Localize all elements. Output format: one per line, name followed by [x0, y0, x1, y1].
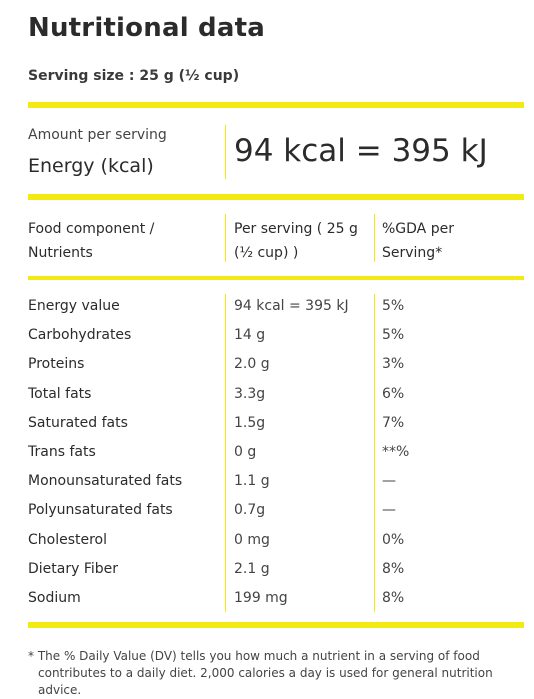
header-text: Serving* [382, 245, 443, 261]
nutrient-gda: 3% [382, 356, 405, 372]
divider-bar [28, 194, 524, 200]
table-row: Sodium 199 mg 8% [28, 584, 524, 613]
table-row: Polyunsaturated fats 0.7g — [28, 496, 524, 525]
header-text: Per serving ( 25 g [234, 221, 358, 237]
energy-value: 94 kcal = 395 kJ [234, 133, 488, 169]
nutrient-gda: 5% [382, 298, 405, 314]
nutrient-value: 2.0 g [234, 356, 270, 372]
nutrient-value: 0 g [234, 444, 257, 460]
table-row: Monounsaturated fats 1.1 g — [28, 467, 524, 496]
column-divider [225, 214, 226, 262]
nutrient-value: 14 g [234, 327, 266, 343]
page-title: Nutritional data [28, 13, 265, 43]
nutrient-gda: 6% [382, 386, 405, 402]
table-row: Cholesterol 0 mg 0% [28, 526, 524, 555]
header-food-component: Food component / Nutrients [28, 217, 208, 265]
nutrient-gda: **% [382, 444, 410, 460]
header-per-serving: Per serving ( 25 g (½ cup) ) [234, 217, 374, 265]
amount-per-serving-label: Amount per serving [28, 127, 167, 143]
table-row: Saturated fats 1.5g 7% [28, 409, 524, 438]
column-divider [225, 125, 226, 179]
nutrient-gda: 7% [382, 415, 405, 431]
nutrient-name: Polyunsaturated fats [28, 502, 173, 518]
nutrient-gda: — [382, 502, 396, 518]
nutrient-name: Monounsaturated fats [28, 473, 183, 489]
divider-bar [28, 276, 524, 280]
footnote-line: * The % Daily Value (DV) tells you how m… [28, 649, 480, 663]
nutrient-value: 0 mg [234, 532, 270, 548]
table-row: Carbohydrates 14 g 5% [28, 321, 524, 350]
energy-label: Energy (kcal) [28, 155, 154, 177]
footnote-line: contributes to a daily diet. 2,000 calor… [38, 666, 493, 697]
header-text: %GDA per [382, 221, 454, 237]
nutrient-gda: — [382, 473, 396, 489]
divider-bar [28, 102, 524, 108]
nutrient-name: Proteins [28, 356, 85, 372]
nutrient-name: Dietary Fiber [28, 561, 119, 577]
nutrient-value: 199 mg [234, 590, 288, 606]
nutrient-gda: 8% [382, 561, 405, 577]
energy-section: Amount per serving Energy (kcal) 94 kcal… [28, 123, 524, 181]
nutrient-name: Trans fats [28, 444, 96, 460]
header-text: Food component / [28, 221, 155, 237]
nutrient-value: 94 kcal = 395 kJ [234, 298, 349, 314]
nutrient-name: Saturated fats [28, 415, 128, 431]
nutrient-value: 2.1 g [234, 561, 270, 577]
nutrient-name: Total fats [28, 386, 92, 402]
nutrient-gda: 5% [382, 327, 405, 343]
nutrient-gda: 8% [382, 590, 405, 606]
column-divider [374, 294, 375, 612]
nutrient-value: 3.3g [234, 386, 266, 402]
nutrient-value: 1.5g [234, 415, 266, 431]
nutrient-name: Energy value [28, 298, 120, 314]
serving-size: Serving size : 25 g (½ cup) [28, 68, 240, 84]
divider-bar [28, 622, 524, 628]
nutrient-name: Sodium [28, 590, 81, 606]
table-row: Trans fats 0 g **% [28, 438, 524, 467]
table-row: Proteins 2.0 g 3% [28, 350, 524, 379]
nutrient-gda: 0% [382, 532, 405, 548]
nutrient-name: Carbohydrates [28, 327, 132, 343]
nutrient-value: 0.7g [234, 502, 266, 518]
column-divider [225, 294, 226, 612]
header-gda: %GDA per Serving* [382, 217, 512, 265]
nutrient-value: 1.1 g [234, 473, 270, 489]
header-text: Nutrients [28, 245, 93, 261]
table-row: Total fats 3.3g 6% [28, 380, 524, 409]
column-divider [374, 214, 375, 262]
footnote: * The % Daily Value (DV) tells you how m… [28, 648, 508, 699]
table-header: Food component / Nutrients Per serving (… [28, 212, 524, 264]
table-row: Energy value 94 kcal = 395 kJ 5% [28, 292, 524, 321]
nutrient-name: Cholesterol [28, 532, 108, 548]
table-row: Dietary Fiber 2.1 g 8% [28, 555, 524, 584]
header-text: (½ cup) ) [234, 245, 299, 261]
